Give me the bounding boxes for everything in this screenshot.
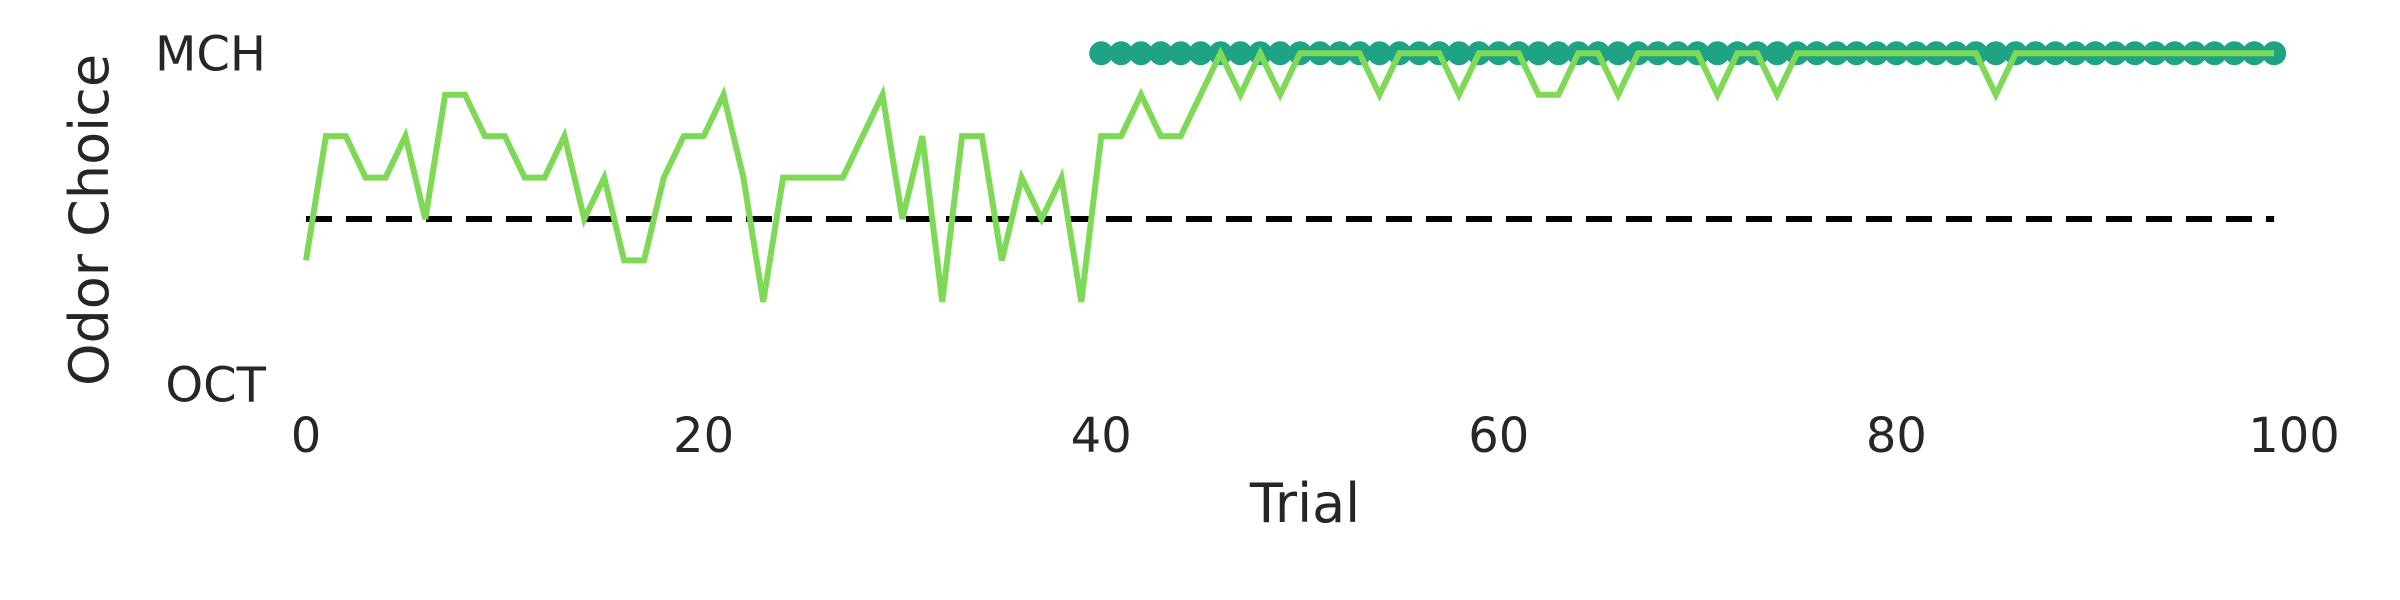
scatter-point xyxy=(1447,41,1472,66)
scatter-point xyxy=(1367,41,1392,66)
scatter-point xyxy=(1268,41,1293,66)
scatter-point xyxy=(1765,41,1790,66)
scatter-point xyxy=(1526,41,1551,66)
x-tick-label: 0 xyxy=(291,408,322,464)
y-tick-label: MCH xyxy=(155,26,266,82)
line-series-layer xyxy=(303,46,2275,303)
scatter-point xyxy=(1089,41,1114,66)
scatter-point xyxy=(1109,41,1134,66)
scatter-point xyxy=(1705,41,1730,66)
x-tick-label: 20 xyxy=(673,408,734,464)
scatter-point xyxy=(1148,41,1173,66)
x-tick-label: 60 xyxy=(1468,408,1529,464)
y-tick-label: OCT xyxy=(165,358,266,414)
x-tick-label: 100 xyxy=(2248,408,2340,464)
scatter-point xyxy=(1606,41,1631,66)
x-tick-labels: 0 20 40 60 80 100 xyxy=(291,408,2340,464)
scatter-point xyxy=(1128,41,1153,66)
scatter-point xyxy=(1168,41,1193,66)
scatter-point xyxy=(1188,41,1213,66)
y-tick-labels: OCT MCH xyxy=(155,26,267,413)
x-tick-label: 40 xyxy=(1071,408,1132,464)
choice-line xyxy=(303,46,2275,303)
x-axis-title: Trial xyxy=(1249,472,1360,535)
scatter-point xyxy=(1546,41,1571,66)
scatter-point xyxy=(1983,41,2008,66)
scatter-point xyxy=(2262,41,2287,66)
scatter-point xyxy=(1228,41,1253,66)
y-axis-title: Odor Choice xyxy=(58,54,121,386)
x-tick-label: 80 xyxy=(1866,408,1927,464)
